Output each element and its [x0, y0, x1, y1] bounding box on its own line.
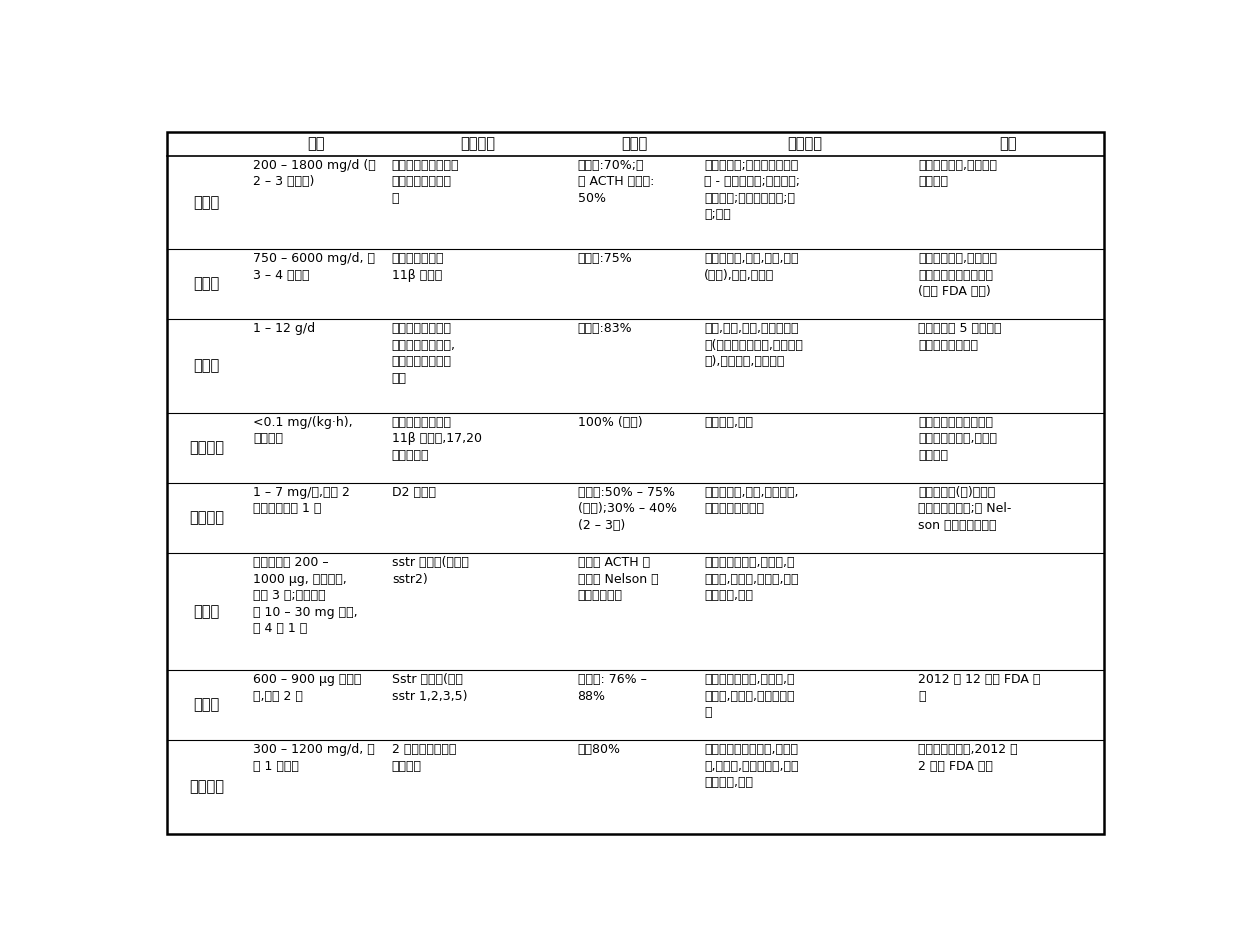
Text: 恶心或呕吐,头晕,精神异常,
存在瓣膜病变风险: 恶心或呕吐,头晕,精神异常, 存在瓣膜病变风险: [704, 486, 799, 515]
Text: 肾上腺皮质功能低下,低钾血
症,高血压,月经不规律,子宫
内膜增生,皮疹: 肾上腺皮质功能低下,低钾血 症,高血压,月经不规律,子宫 内膜增生,皮疹: [704, 743, 799, 790]
Text: 100% (短期): 100% (短期): [578, 416, 642, 429]
Text: 200 – 1800 mg/d (分
2 – 3 次服用): 200 – 1800 mg/d (分 2 – 3 次服用): [253, 158, 376, 188]
Text: 库欣病:50% – 75%
(短期);30% – 40%
(2 – 3年): 库欣病:50% – 75% (短期);30% – 40% (2 – 3年): [578, 486, 677, 532]
Text: 甲吡酮: 甲吡酮: [193, 277, 219, 291]
Text: 不良反应: 不良反应: [787, 137, 822, 151]
Text: 胃肠道不良反应,胆石症,胆
汁淤积,高血糖,低血糖,窦性
心动过缓,脱发: 胃肠道不良反应,胆石症,胆 汁淤积,高血糖,低血糖,窦性 心动过缓,脱发: [704, 556, 799, 602]
Text: 300 – 1200 mg/d, 每
日 1 次口服: 300 – 1200 mg/d, 每 日 1 次口服: [253, 743, 374, 772]
Text: 对异位 ACTH 综
合征和 Nelson 综
合征可能有效: 对异位 ACTH 综 合征和 Nelson 综 合征可能有效: [578, 556, 658, 602]
Text: 短效奥曲肽 200 –
1000 μg, 皮下注射,
每日 3 次;奥曲肽微
球 10 – 30 mg 肌注,
每 4 周 1 次: 短效奥曲肽 200 – 1000 μg, 皮下注射, 每日 3 次;奥曲肽微 球…: [253, 556, 357, 635]
Text: 卡麦角林: 卡麦角林: [188, 511, 224, 526]
Text: 抑制肾上腺、性腺类
固醇合成的多个步
骤: 抑制肾上腺、性腺类 固醇合成的多个步 骤: [392, 158, 459, 205]
Text: 1 – 12 g/d: 1 – 12 g/d: [253, 323, 315, 335]
Text: 超过80%: 超过80%: [578, 743, 620, 756]
Text: 2 型糖皮质激素受
体拮抗剂: 2 型糖皮质激素受 体拮抗剂: [392, 743, 456, 772]
Text: 更适用于男性,但在孕期
患者是最常使用的药物
(未经 FDA 批准): 更适用于男性,但在孕期 患者是最常使用的药物 (未经 FDA 批准): [918, 252, 997, 298]
Text: 库欣病: 76% –
88%: 库欣病: 76% – 88%: [578, 673, 646, 702]
Text: 禁用于妊娠期间,2012 年
2 月获 FDA 批准: 禁用于妊娠期间,2012 年 2 月获 FDA 批准: [918, 743, 1018, 772]
Text: 与酮康唑和(或)帕瑞肽
联合使用更有效;对 Nel-
son 综合征可能有效: 与酮康唑和(或)帕瑞肽 联合使用更有效;对 Nel- son 综合征可能有效: [918, 486, 1012, 532]
Text: Sstr 激动剂(包括
sstr 1,2,3,5): Sstr 激动剂(包括 sstr 1,2,3,5): [392, 673, 467, 702]
Text: 剂量: 剂量: [308, 137, 325, 151]
Text: 恶心,腹泻,头晕,神经系统症
状(共济失调、眩晕,记忆力下
降),意识模糊,血脂异常: 恶心,腹泻,头晕,神经系统症 状(共济失调、眩晕,记忆力下 降),意识模糊,血脂…: [704, 323, 804, 368]
Text: 库欣病:83%: 库欣病:83%: [578, 323, 632, 335]
Text: 作用机制: 作用机制: [460, 137, 496, 151]
Text: 胃肠道不良反应,胆石症,胆
汁淤积,高血糖,窦性心动过
敏: 胃肠道不良反应,胆石症,胆 汁淤积,高血糖,窦性心动过 敏: [704, 673, 795, 719]
Text: 抑制肾上腺皮质
11β 羟化酶: 抑制肾上腺皮质 11β 羟化酶: [392, 252, 444, 282]
Text: D2 激动剂: D2 激动剂: [392, 486, 435, 499]
Text: 镇静作用,麻醉: 镇静作用,麻醉: [704, 416, 753, 429]
Text: 帕瑞肽: 帕瑞肽: [193, 698, 219, 713]
Text: 备注: 备注: [999, 137, 1017, 151]
Text: 1 – 7 mg/周,每周 2
次或每日服用 1 次: 1 – 7 mg/周,每周 2 次或每日服用 1 次: [253, 486, 350, 515]
Text: 米托坦: 米托坦: [193, 359, 219, 374]
Text: 600 – 900 μg 皮下注
射,每日 2 次: 600 – 900 μg 皮下注 射,每日 2 次: [253, 673, 361, 702]
Text: 胃肠道反应;可逆性肝功能异
常 - 重度肝损害;乳腺增生;
性欲下降;勃起功能障碍;皮
疹;嗜睡: 胃肠道反应;可逆性肝功能异 常 - 重度肝损害;乳腺增生; 性欲下降;勃起功能障…: [704, 158, 800, 221]
Text: 有效性: 有效性: [621, 137, 647, 151]
Text: sstr 激动剂(主要是
sstr2): sstr 激动剂(主要是 sstr2): [392, 556, 469, 586]
Text: 2012 年 12 月获 FDA 批
准: 2012 年 12 月获 FDA 批 准: [918, 673, 1040, 702]
Text: 依托咪酯: 依托咪酯: [188, 440, 224, 456]
Text: 库欣病:75%: 库欣病:75%: [578, 252, 632, 265]
Text: 酮康唑: 酮康唑: [193, 195, 219, 210]
Text: 用于需要尽快改善高皮
质醇血症的状况,需要麻
醉师监护: 用于需要尽快改善高皮 质醇血症的状况,需要麻 醉师监护: [918, 416, 997, 462]
Text: 与甲吡酮相比,更适用于
女性患者: 与甲吡酮相比,更适用于 女性患者: [918, 158, 997, 188]
Text: 库欣病:70%;异
位 ACTH 综合征:
50%: 库欣病:70%;异 位 ACTH 综合征: 50%: [578, 158, 653, 205]
Text: 抑制肾上腺皮质的
11β 羟化酶,17,20
裂链酶活性: 抑制肾上腺皮质的 11β 羟化酶,17,20 裂链酶活性: [392, 416, 482, 462]
Text: 抑制肾上腺皮质激
素合成的多个步骤,
破坏肾上腺皮质的
作用: 抑制肾上腺皮质激 素合成的多个步骤, 破坏肾上腺皮质的 作用: [392, 323, 456, 384]
Text: <0.1 mg/(kg·h),
静脉注射: <0.1 mg/(kg·h), 静脉注射: [253, 416, 352, 445]
Text: 750 – 6000 mg/d, 分
3 – 4 次服用: 750 – 6000 mg/d, 分 3 – 4 次服用: [253, 252, 374, 282]
Text: 米非司酮: 米非司酮: [188, 779, 224, 794]
Text: 奥曲肽: 奥曲肽: [193, 604, 219, 619]
Text: 避免用于在 5 年内有妊
娠计划的女性患者: 避免用于在 5 年内有妊 娠计划的女性患者: [918, 323, 1002, 352]
Text: 胃肠道反应,皮疹,眩晕,多毛
(女性),水肿,高血压: 胃肠道反应,皮疹,眩晕,多毛 (女性),水肿,高血压: [704, 252, 799, 282]
